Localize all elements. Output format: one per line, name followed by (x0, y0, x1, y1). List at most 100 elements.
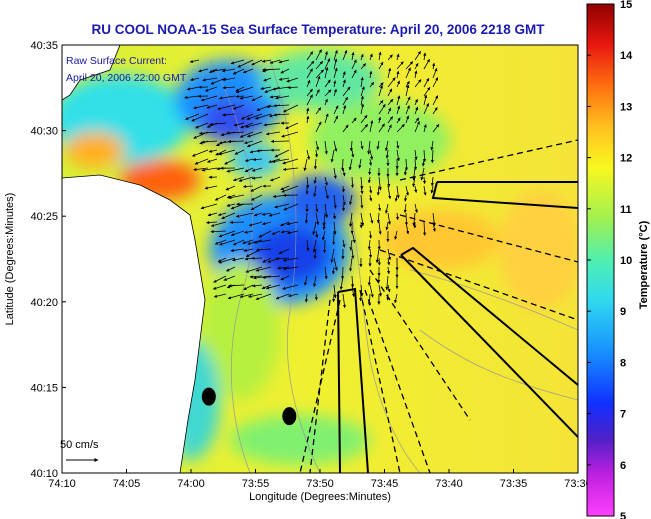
current-vector (243, 184, 254, 189)
x-tick-label: 74:05 (113, 478, 141, 490)
current-vector (387, 212, 391, 225)
current-vector (315, 212, 320, 226)
current-vector (341, 203, 345, 212)
current-vector (275, 257, 290, 261)
current-vector (396, 117, 401, 124)
current-vector (315, 107, 322, 115)
current-vector (287, 85, 299, 90)
current-vector (385, 275, 389, 291)
current-vector (217, 212, 227, 217)
current-vector (315, 89, 320, 97)
current-vector (306, 79, 311, 88)
current-vector (342, 86, 351, 97)
current-vector (360, 176, 364, 190)
current-vector (200, 95, 218, 102)
current-vector (282, 257, 299, 262)
colorbar-tick-label: 10 (620, 255, 632, 267)
x-tick-label: 73:30 (564, 478, 592, 490)
current-vector (312, 221, 317, 236)
current-vector (248, 293, 263, 298)
current-vector (378, 104, 386, 115)
x-tick-label: 73:40 (435, 478, 463, 490)
colorbar-tick-label: 9 (620, 306, 626, 318)
current-vector (272, 86, 290, 91)
current-vector (324, 176, 328, 186)
current-vector (226, 203, 236, 207)
current-vector (342, 239, 346, 248)
current-vector (396, 123, 405, 133)
current-vector (348, 158, 353, 171)
current-vector (384, 140, 389, 152)
current-vector (306, 88, 313, 97)
current-vector (375, 248, 380, 264)
current-vector (263, 77, 272, 82)
current-vector (239, 131, 254, 138)
current-vector (228, 284, 245, 288)
current-vector (201, 140, 218, 144)
current-vector (403, 167, 408, 176)
current-vector (234, 149, 245, 155)
current-vector (208, 149, 218, 153)
current-vector (283, 203, 299, 211)
current-vector (432, 77, 439, 88)
current-vector (414, 121, 420, 133)
current-vector (247, 131, 263, 138)
current-vector (385, 149, 389, 159)
current-vector (262, 275, 281, 279)
current-vector (250, 185, 263, 192)
current-vector (414, 149, 418, 161)
current-vector (404, 158, 409, 171)
current-vector (330, 248, 335, 263)
current-vector (387, 54, 393, 61)
current-vector (376, 185, 380, 196)
current-vector (315, 203, 319, 213)
current-vector (324, 51, 328, 61)
current-vector (413, 158, 418, 171)
current-vector (412, 167, 416, 181)
current-vector (313, 275, 317, 288)
current-vector (315, 121, 322, 133)
current-vector (249, 149, 263, 154)
current-vector (369, 120, 374, 133)
current-vector (333, 50, 338, 61)
current-vector (423, 94, 428, 106)
current-vector (286, 77, 299, 83)
current-vector (330, 149, 335, 163)
colorbar-tick-label: 6 (620, 460, 626, 472)
current-vector (369, 185, 373, 194)
current-vector (394, 194, 398, 202)
current-vector (260, 86, 272, 91)
current-vector (387, 88, 393, 97)
current-vector (432, 107, 438, 115)
current-vector (200, 203, 218, 210)
current-vector (194, 158, 209, 165)
current-vector (251, 167, 263, 172)
current-vector (351, 248, 355, 259)
current-vector (282, 266, 299, 271)
current-vector (360, 76, 364, 88)
current-vector (324, 79, 331, 88)
current-vector (395, 212, 400, 221)
current-vector (244, 167, 254, 173)
current-vector (193, 104, 209, 110)
current-vector (396, 80, 400, 88)
current-vector (378, 82, 384, 88)
current-vector (333, 115, 339, 124)
current-vector (258, 230, 272, 238)
y-tick-label: 40:10 (30, 468, 58, 480)
current-vector (274, 203, 290, 209)
current-vector (202, 77, 218, 82)
current-vector (432, 62, 436, 70)
current-vector (405, 84, 410, 97)
current-vector (223, 275, 236, 281)
current-vector (204, 185, 218, 190)
current-vector (322, 212, 326, 227)
current-vector (246, 113, 263, 120)
current-vector (324, 98, 328, 106)
colorbar-ticks: 5 6 7 8 9 10 11 12 13 14 15 (587, 0, 633, 519)
current-vector (423, 185, 427, 196)
current-vector (351, 230, 356, 244)
current-vector (324, 113, 329, 124)
current-vector (412, 176, 416, 188)
current-vector (190, 77, 200, 82)
